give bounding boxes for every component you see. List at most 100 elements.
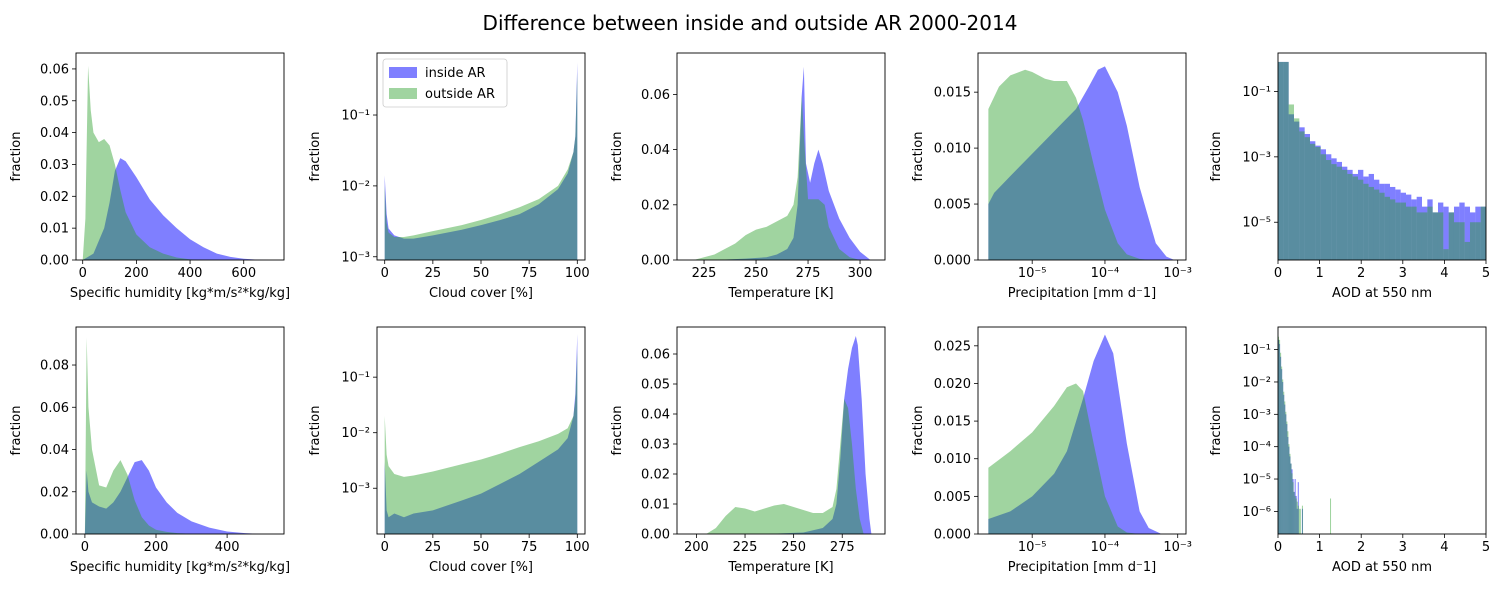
y-tick-label: 0.01 bbox=[641, 498, 670, 513]
x-axis-label: Precipitation [mm d⁻1] bbox=[1008, 560, 1156, 575]
outside-ar-bar bbox=[1278, 61, 1284, 260]
y-tick-label: 0.025 bbox=[934, 339, 971, 354]
y-tick-label: 0.000 bbox=[934, 254, 971, 269]
axes-frame bbox=[75, 52, 285, 261]
outside-ar-bar bbox=[1288, 104, 1294, 260]
y-tick-label: 10⁻³ bbox=[341, 250, 370, 265]
inside-ar-bar bbox=[1286, 424, 1288, 534]
inside-ar-bar bbox=[1283, 61, 1289, 260]
inside-ar-bar bbox=[1296, 508, 1298, 534]
outside-ar-bar bbox=[1416, 212, 1422, 260]
y-tick-label: 0.000 bbox=[934, 528, 971, 543]
outside-ar-bar bbox=[1395, 202, 1401, 260]
inside-ar-bar bbox=[1284, 404, 1286, 534]
y-tick-label: 0.03 bbox=[40, 158, 69, 173]
inside-ar-bar bbox=[1405, 194, 1412, 260]
outside-ar-bar bbox=[1432, 212, 1438, 260]
x-tick-label: 25 bbox=[425, 266, 442, 281]
outside-ar-bar bbox=[1295, 498, 1297, 534]
x-tick-label: 4 bbox=[1440, 266, 1448, 281]
x-tick-label: 0 bbox=[1274, 266, 1282, 281]
outside-ar-bar bbox=[1285, 411, 1287, 534]
y-tick-label: 0.05 bbox=[40, 94, 69, 109]
x-tick-label: 3 bbox=[1399, 540, 1407, 555]
outside-ar-histogram bbox=[84, 337, 210, 534]
outside-ar-bar bbox=[1304, 137, 1310, 260]
outside-ar-bar bbox=[1368, 186, 1374, 260]
x-axis-label: Temperature [K] bbox=[727, 560, 833, 575]
axes-frame bbox=[977, 326, 1187, 535]
y-tick-label: 10⁻¹ bbox=[341, 109, 370, 124]
inside-ar-bar bbox=[1281, 369, 1283, 534]
x-tick-label: 10⁻⁴ bbox=[1091, 540, 1120, 555]
x-tick-label: 0 bbox=[381, 266, 389, 281]
inside-ar-bar bbox=[1299, 127, 1305, 260]
outside-ar-bar bbox=[1301, 505, 1303, 534]
x-tick-label: 2 bbox=[1357, 266, 1365, 281]
axes-frame bbox=[676, 326, 886, 535]
y-tick-label: 0.00 bbox=[641, 254, 670, 269]
outside-ar-bar bbox=[1278, 336, 1280, 534]
axes-frame bbox=[75, 326, 285, 535]
inside-ar-bar bbox=[1315, 145, 1321, 260]
inside-ar-bar bbox=[1384, 183, 1390, 260]
y-axis-label: fraction bbox=[9, 406, 24, 456]
inside-ar-bar bbox=[1448, 212, 1454, 260]
x-tick-label: 200 bbox=[684, 540, 709, 555]
outside-ar-bar bbox=[1292, 482, 1294, 534]
outside-ar-bar bbox=[1331, 164, 1337, 260]
inside-ar-histogram bbox=[384, 62, 578, 260]
outside-ar-histogram bbox=[706, 399, 864, 534]
subplot-2-4: 10⁻⁵ 10⁻⁴ 10⁻³ 0.000 0.005 0.010 0.015 0.020 0.0… bbox=[911, 326, 1192, 575]
subplot-2-5: 0 1 2 3 4 5 10⁻⁶ 10⁻⁵ 10⁻⁴ 10⁻³ 10⁻² 10⁻¹ fraction AO… bbox=[1209, 326, 1490, 575]
inside-ar-bar bbox=[1304, 133, 1310, 260]
inside-ar-bar bbox=[1293, 491, 1295, 534]
inside-ar-bar bbox=[1292, 479, 1294, 534]
x-tick-label: 50 bbox=[473, 266, 490, 281]
x-tick-label: 250 bbox=[781, 540, 806, 555]
y-tick-label: 0.06 bbox=[40, 62, 69, 77]
legend: inside AR outside AR bbox=[382, 58, 508, 108]
inside-ar-bar bbox=[1395, 189, 1401, 260]
inside-ar-bar bbox=[1469, 212, 1476, 260]
outside-ar-histogram bbox=[988, 69, 1149, 260]
inside-ar-bar bbox=[1416, 196, 1422, 260]
outside-ar-bar bbox=[1325, 160, 1332, 260]
x-tick-label: 5 bbox=[1482, 266, 1490, 281]
x-tick-label: 10⁻⁴ bbox=[1091, 266, 1120, 281]
x-tick-label: 600 bbox=[231, 266, 256, 281]
x-axis-label: Specific humidity [kg*m/s²*kg/kg] bbox=[70, 560, 290, 575]
inside-ar-bar bbox=[1320, 149, 1326, 260]
outside-ar-bar bbox=[1281, 366, 1283, 534]
x-axis-label: Temperature [K] bbox=[727, 286, 833, 301]
y-tick-label: 0.03 bbox=[641, 438, 670, 453]
plot-area bbox=[988, 66, 1175, 260]
y-tick-label: 10⁻⁵ bbox=[1242, 473, 1271, 488]
y-tick-label: 10⁻¹ bbox=[1242, 343, 1271, 358]
y-tick-label: 10⁻³ bbox=[1242, 408, 1271, 423]
y-tick-label: 0.00 bbox=[641, 528, 670, 543]
y-tick-label: 10⁻³ bbox=[341, 482, 370, 497]
y-tick-label: 10⁻¹ bbox=[1242, 85, 1271, 100]
inside-ar-bar bbox=[1411, 199, 1417, 260]
x-tick-label: 275 bbox=[830, 540, 855, 555]
outside-ar-bar bbox=[1286, 421, 1288, 534]
y-tick-label: 0.00 bbox=[40, 254, 69, 269]
x-tick-label: 0 bbox=[381, 540, 389, 555]
inside-ar-bar bbox=[1443, 206, 1449, 260]
plot-area bbox=[384, 333, 578, 534]
y-axis-label: fraction bbox=[1209, 406, 1224, 456]
y-tick-label: 0.005 bbox=[934, 198, 971, 213]
outside-ar-bar bbox=[1347, 173, 1353, 260]
outside-ar-bar bbox=[1389, 199, 1396, 260]
outside-ar-bar bbox=[1448, 212, 1454, 260]
inside-ar-histogram bbox=[714, 66, 871, 260]
y-tick-label: 10⁻⁵ bbox=[1242, 216, 1271, 231]
y-tick-label: 0.02 bbox=[40, 190, 69, 205]
inside-ar-bar bbox=[1427, 199, 1433, 260]
inside-ar-bar bbox=[1357, 169, 1364, 260]
x-tick-label: 10⁻³ bbox=[1163, 266, 1192, 281]
inside-ar-bar bbox=[1368, 173, 1374, 260]
x-tick-label: 25 bbox=[425, 540, 442, 555]
outside-ar-bar bbox=[1336, 166, 1342, 260]
